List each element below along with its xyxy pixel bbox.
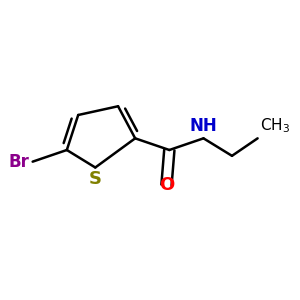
Text: NH: NH [190, 117, 218, 135]
Text: S: S [89, 170, 102, 188]
Text: O: O [159, 176, 174, 194]
Text: CH$_3$: CH$_3$ [260, 117, 291, 135]
Text: Br: Br [9, 153, 30, 171]
